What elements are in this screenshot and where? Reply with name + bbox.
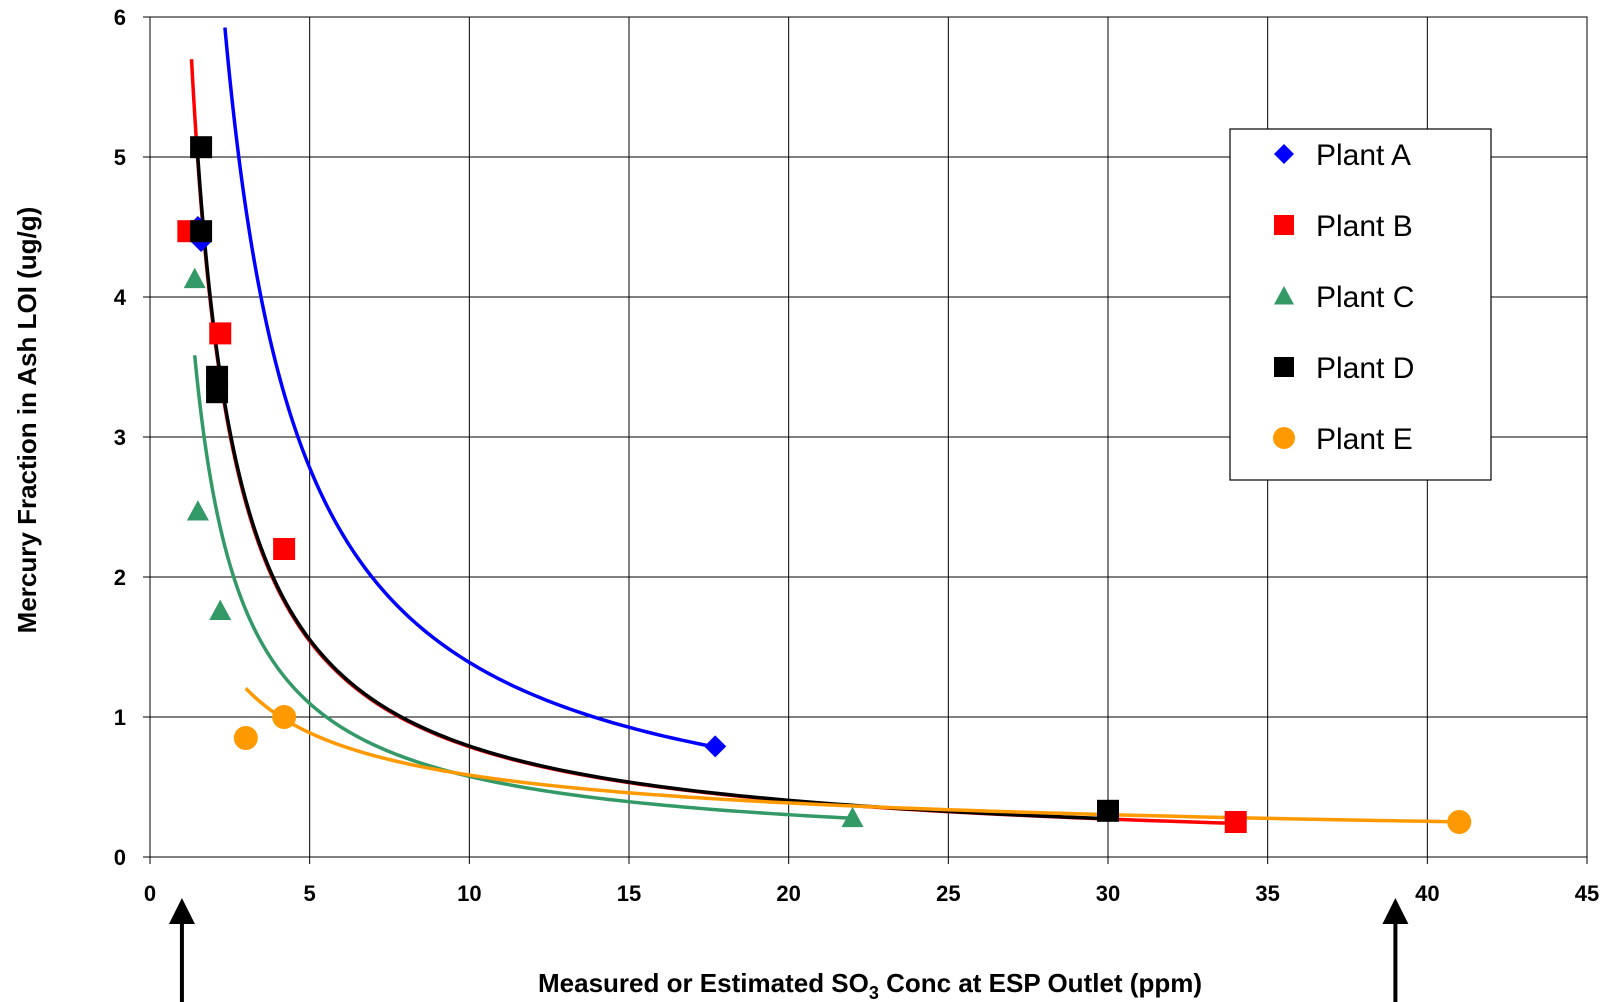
x-tick-label: 45 xyxy=(1575,881,1599,906)
annotation-arrows xyxy=(168,898,1409,1002)
legend-label: Plant B xyxy=(1316,210,1413,243)
trendline xyxy=(196,157,1109,821)
legend-label: Plant D xyxy=(1316,352,1414,385)
data-point xyxy=(190,136,213,159)
x-tick-label: 35 xyxy=(1255,881,1279,906)
legend-marker xyxy=(1274,357,1294,377)
legend-marker xyxy=(1274,144,1294,164)
y-tick-label: 6 xyxy=(114,5,126,30)
trendline xyxy=(223,27,716,749)
legend-marker xyxy=(1274,215,1294,235)
legend-marker xyxy=(1273,427,1295,449)
y-tick-label: 3 xyxy=(114,425,126,450)
data-point xyxy=(190,220,213,243)
data-point xyxy=(209,322,232,345)
x-tick-label: 10 xyxy=(457,881,481,906)
x-tick-label: 15 xyxy=(617,881,641,906)
data-point xyxy=(209,599,232,620)
y-tick-label: 2 xyxy=(114,565,126,590)
x-axis-title-main: Measured or Estimated SO xyxy=(538,968,869,998)
trendline xyxy=(244,687,1460,824)
y-tick-label: 5 xyxy=(114,145,126,170)
data-point xyxy=(841,806,864,828)
legend-label: Plant C xyxy=(1316,281,1414,314)
legend-box xyxy=(1229,128,1492,481)
data-point xyxy=(1447,810,1472,834)
x-tick-label: 0 xyxy=(144,881,156,906)
x-tick-label: 25 xyxy=(936,881,960,906)
arrow-head xyxy=(168,898,195,924)
data-points xyxy=(177,136,1472,834)
y-axis-title: Mercury Fraction in Ash LOI (ug/g) xyxy=(12,207,42,634)
y-tick-label: 1 xyxy=(114,705,126,730)
legend-marker xyxy=(1274,286,1294,305)
legend-label: Plant A xyxy=(1316,139,1411,172)
grid xyxy=(149,16,1588,858)
x-tick-label: 30 xyxy=(1096,881,1120,906)
trendline xyxy=(189,59,1236,826)
data-point xyxy=(233,726,258,750)
data-point xyxy=(206,381,229,404)
trendline xyxy=(192,355,853,821)
x-tick-label: 20 xyxy=(776,881,800,906)
x-axis-title-subscript: 3 xyxy=(869,983,879,1002)
data-point xyxy=(704,735,727,758)
data-point xyxy=(272,705,297,729)
data-point xyxy=(1224,811,1247,833)
legend-label: Plant E xyxy=(1316,423,1413,456)
data-point xyxy=(273,538,296,560)
x-tick-label: 5 xyxy=(304,881,316,906)
y-tick-label: 0 xyxy=(114,845,126,870)
data-point xyxy=(186,500,209,521)
x-axis-title: Measured or Estimated SO3 Conc at ESP Ou… xyxy=(538,968,1202,1002)
arrow-head xyxy=(1382,898,1409,924)
data-point xyxy=(183,267,206,289)
y-tick-label: 4 xyxy=(114,285,127,310)
legend: Plant A Plant B Plant C Plant D Plant E xyxy=(1229,128,1492,481)
x-axis-title-tail: Conc at ESP Outlet (ppm) xyxy=(879,968,1202,998)
x-tick-label: 40 xyxy=(1415,881,1439,906)
data-point xyxy=(1097,799,1119,822)
